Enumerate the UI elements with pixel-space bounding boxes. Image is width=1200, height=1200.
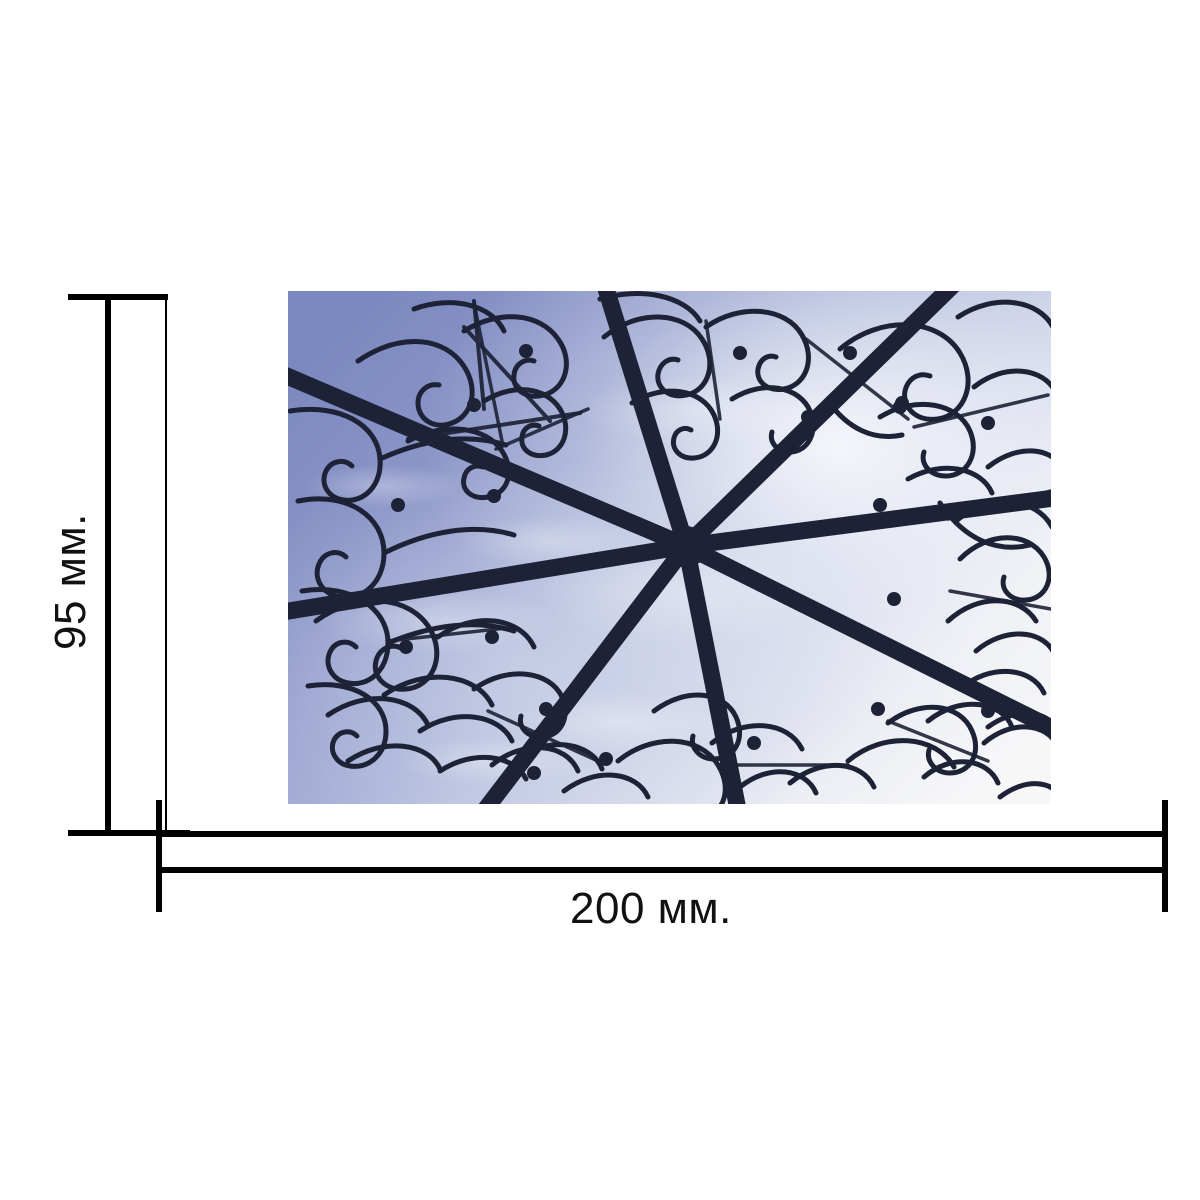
height-dim-extension-line — [165, 296, 167, 834]
dome-photo-illustration — [288, 291, 1051, 804]
width-dim-line — [156, 867, 1168, 873]
width-dim-upper-line — [156, 831, 1168, 837]
width-dim-left-tick — [156, 800, 162, 912]
height-dim-line — [105, 294, 111, 836]
width-dimension-label: 200 мм. — [570, 884, 732, 933]
height-dim-bottom-tick — [68, 830, 190, 836]
width-dim-right-tick — [1162, 800, 1168, 912]
product-photo — [288, 291, 1051, 804]
height-dim-top-tick — [68, 294, 168, 300]
height-dimension-label: 95 мм. — [46, 513, 95, 650]
